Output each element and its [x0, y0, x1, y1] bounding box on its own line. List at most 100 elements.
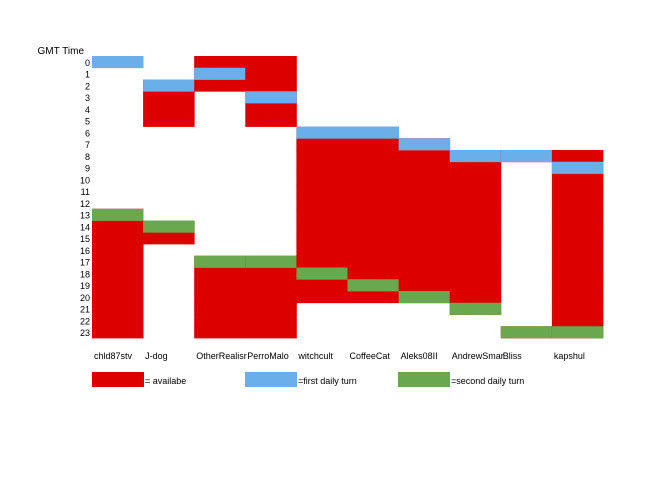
available-cell	[245, 114, 297, 127]
second-turn-cell	[347, 279, 399, 292]
hour-label: 3	[85, 93, 90, 103]
available-cell	[551, 197, 604, 210]
available-cell	[347, 291, 399, 304]
chart-cells	[92, 56, 604, 339]
available-cell	[398, 150, 451, 163]
available-cell	[296, 220, 348, 233]
available-cell	[245, 291, 297, 304]
player-name-label: kapshul	[554, 351, 585, 361]
second-turn-cell	[551, 326, 604, 339]
available-cell	[296, 161, 348, 174]
first-turn-cell	[347, 126, 399, 139]
player-name-label: Aleks08II	[401, 351, 438, 361]
available-cell	[296, 150, 348, 163]
y-axis-title: GMT Time	[38, 46, 85, 57]
hour-label: 1	[85, 70, 90, 80]
available-cell	[296, 208, 348, 221]
hour-label: 15	[80, 234, 90, 244]
second-turn-cell	[500, 326, 553, 339]
hour-label: 14	[80, 222, 90, 232]
legend: = availabe =first daily turn =second dai…	[92, 372, 524, 387]
player-name-label: Bliss	[503, 351, 523, 361]
available-cell	[398, 232, 451, 245]
available-cell	[551, 150, 604, 163]
first-turn-cell	[92, 56, 144, 69]
available-cell	[449, 279, 502, 292]
hour-label: 8	[85, 152, 90, 162]
available-cell	[296, 232, 348, 245]
hour-label: 7	[85, 140, 90, 150]
available-cell	[347, 255, 399, 268]
available-cell	[245, 103, 297, 116]
available-cell	[296, 197, 348, 210]
available-cell	[92, 232, 144, 245]
available-cell	[398, 220, 451, 233]
hour-label: 22	[80, 316, 90, 326]
hour-label: 19	[80, 281, 90, 291]
first-turn-cell	[296, 126, 348, 139]
available-cell	[245, 267, 297, 280]
legend-label-second-turn: =second daily turn	[451, 376, 524, 386]
available-cell	[449, 244, 502, 257]
available-cell	[449, 255, 502, 268]
available-cell	[92, 326, 144, 339]
hour-label: 18	[80, 269, 90, 279]
player-name-label: chld87stv	[94, 351, 133, 361]
available-cell	[296, 138, 348, 151]
hour-label: 10	[80, 175, 90, 185]
available-cell	[194, 302, 246, 315]
available-cell	[194, 79, 246, 92]
available-cell	[347, 150, 399, 163]
available-cell	[398, 244, 451, 257]
available-cell	[143, 232, 195, 245]
available-cell	[194, 291, 246, 304]
available-cell	[245, 279, 297, 292]
available-cell	[551, 291, 604, 304]
player-name-label: CoffeeCat	[350, 351, 391, 361]
available-cell	[143, 91, 195, 104]
available-cell	[194, 326, 246, 339]
player-name-label: witchcult	[297, 351, 333, 361]
available-cell	[194, 279, 246, 292]
hour-label: 17	[80, 258, 90, 268]
available-cell	[398, 208, 451, 221]
available-cell	[551, 267, 604, 280]
available-cell	[398, 255, 451, 268]
available-cell	[245, 56, 297, 69]
first-turn-cell	[551, 161, 604, 174]
available-cell	[398, 185, 451, 198]
available-cell	[245, 67, 297, 80]
available-cell	[449, 208, 502, 221]
available-cell	[551, 208, 604, 221]
available-cell	[449, 173, 502, 186]
player-name-label: OtherRealisr	[196, 351, 247, 361]
legend-label-first-turn: =first daily turn	[298, 376, 357, 386]
available-cell	[296, 279, 348, 292]
available-cell	[92, 291, 144, 304]
legend-swatch-first-turn	[245, 372, 297, 387]
hour-label: 21	[80, 305, 90, 315]
second-turn-cell	[92, 208, 144, 221]
available-cell	[143, 103, 195, 116]
available-cell	[347, 161, 399, 174]
second-turn-cell	[194, 255, 246, 268]
available-cell	[92, 220, 144, 233]
available-cell	[245, 79, 297, 92]
hour-label: 13	[80, 211, 90, 221]
available-cell	[92, 279, 144, 292]
available-cell	[551, 279, 604, 292]
available-cell	[92, 314, 144, 327]
available-cell	[551, 232, 604, 245]
available-cell	[551, 302, 604, 315]
available-cell	[551, 173, 604, 186]
available-cell	[449, 220, 502, 233]
available-cell	[296, 291, 348, 304]
available-cell	[449, 267, 502, 280]
available-cell	[551, 220, 604, 233]
available-cell	[449, 197, 502, 210]
available-cell	[194, 314, 246, 327]
available-cell	[347, 267, 399, 280]
available-cell	[194, 56, 246, 69]
player-name-labels: chld87stv J-dog OtherRealisr PerroMalo witch…	[94, 351, 585, 361]
